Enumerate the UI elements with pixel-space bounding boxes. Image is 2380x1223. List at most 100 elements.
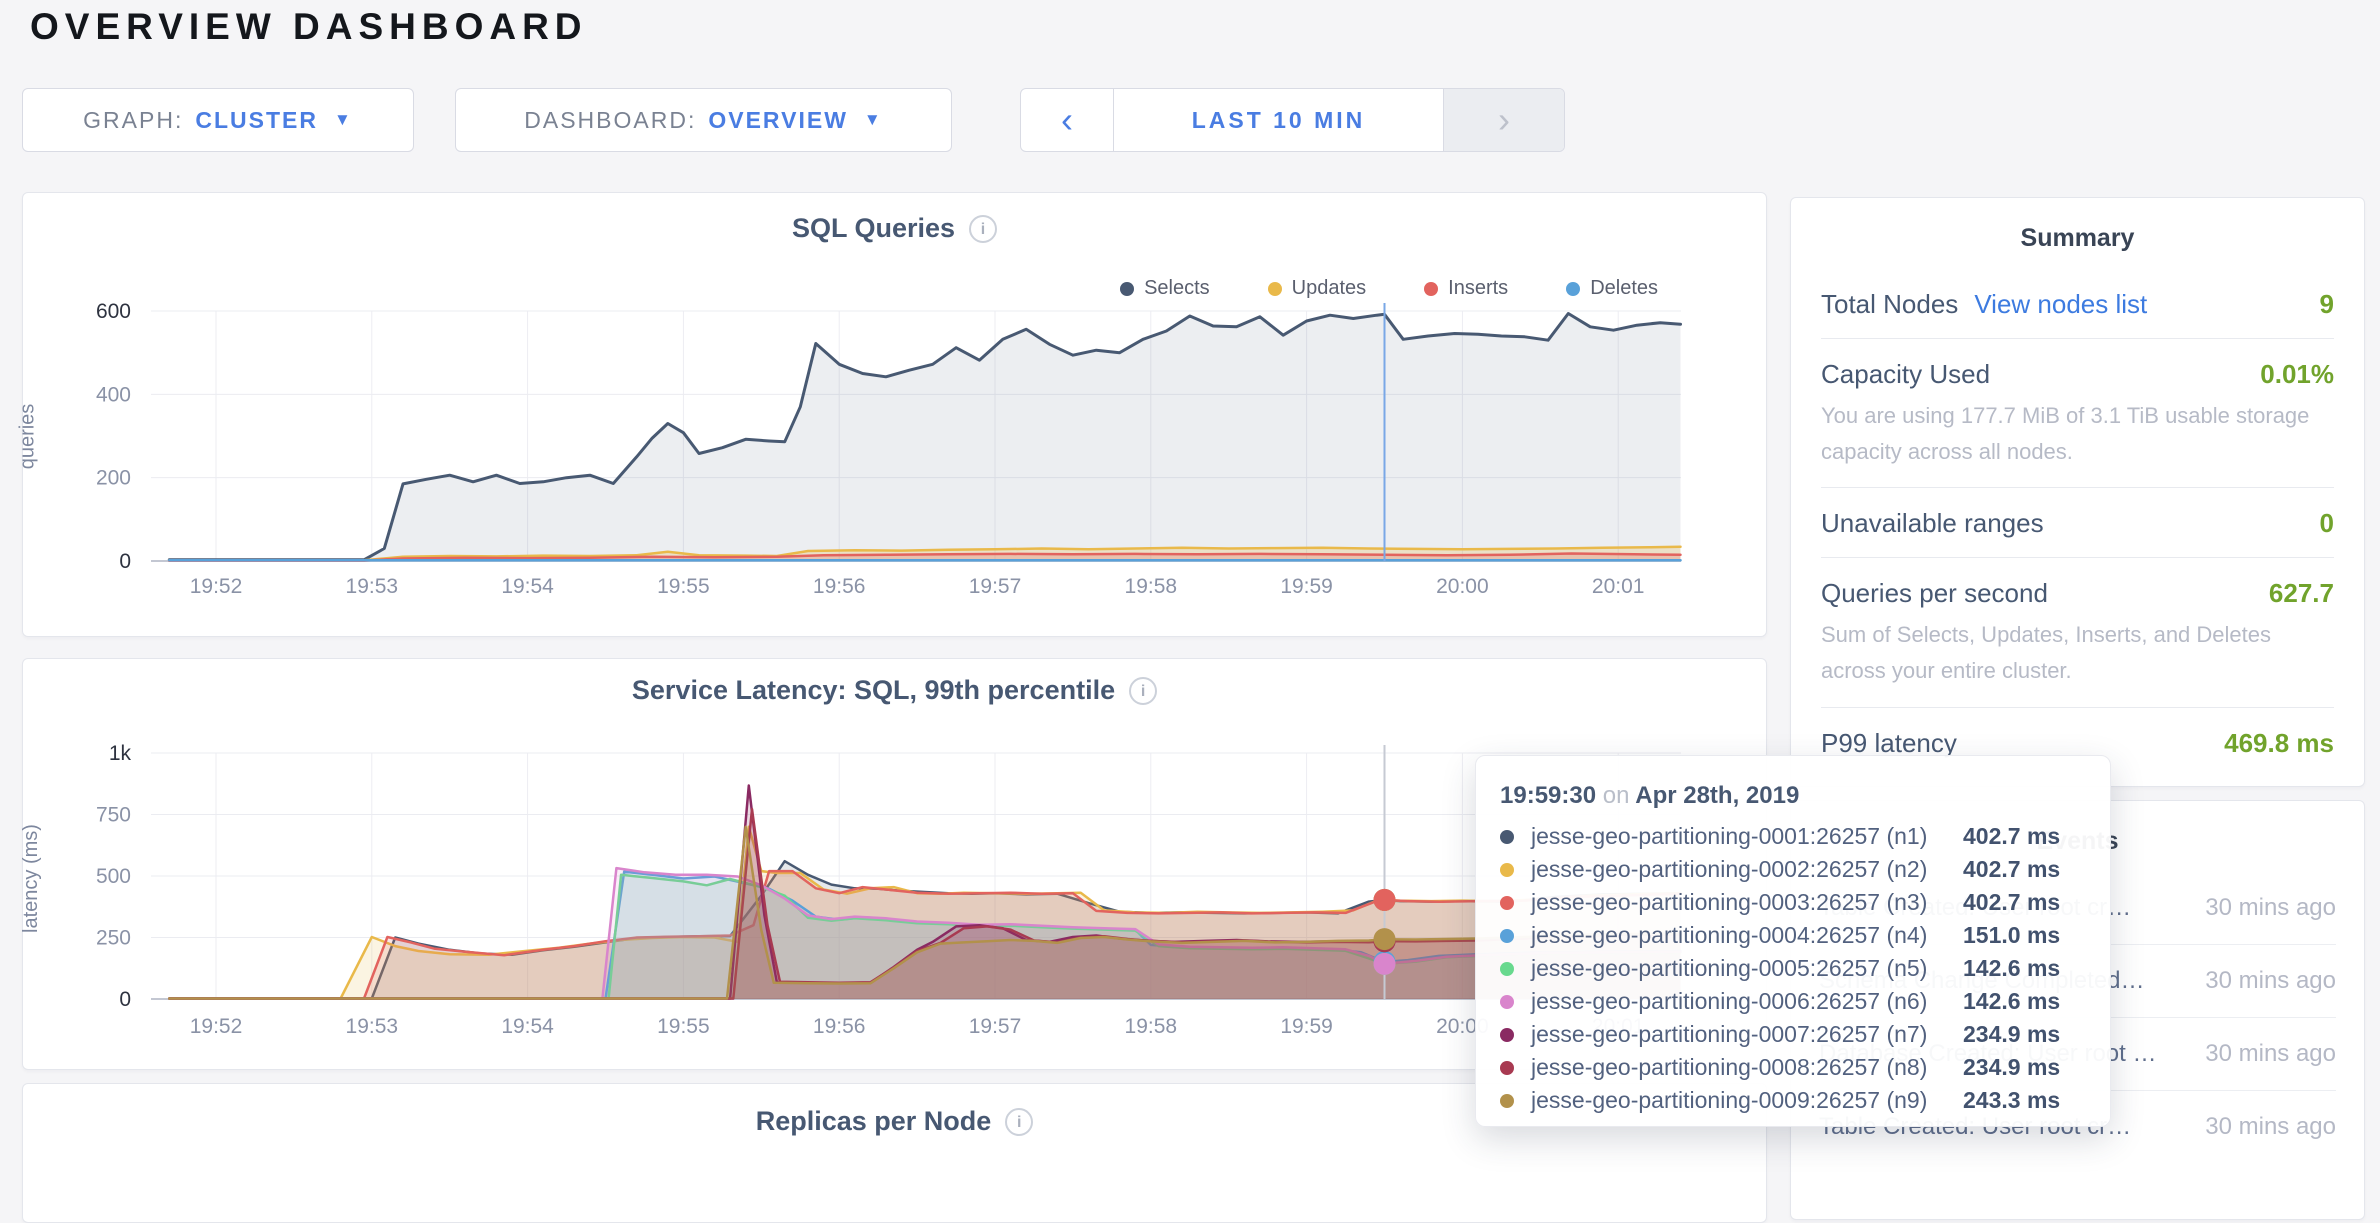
event-timestamp: 30 mins ago (2205, 1112, 2336, 1140)
sql-queries-chart-title: SQL Queries (791, 213, 956, 243)
updates-color-dot (1267, 281, 1282, 296)
svg-text:200: 200 (96, 467, 131, 490)
info-icon[interactable]: i (1129, 676, 1158, 705)
legend-label: Selects (1144, 277, 1210, 299)
node-color-dot (1500, 1027, 1514, 1042)
tooltip-row: jesse-geo-partitioning-0003:26257 (n3) 4… (1500, 886, 2086, 919)
qps-label: Queries per second (1821, 578, 2048, 609)
svg-text:19:57: 19:57 (969, 575, 1022, 598)
summary-header: Summary (2020, 224, 2135, 252)
dashboard-dropdown[interactable]: DASHBOARD: OVERVIEW ▼ (455, 88, 952, 152)
capacity-value: 0.01% (2260, 359, 2334, 389)
total-nodes-value: 9 (2319, 289, 2334, 319)
legend-label: Inserts (1448, 277, 1509, 299)
summary-row-p99: P99 latency 469.8 ms (1821, 706, 2334, 777)
summary-row-total-nodes: Total Nodes View nodes list 9 (1821, 269, 2334, 338)
inserts-color-dot (1424, 281, 1439, 296)
legend-item-inserts: Inserts (1424, 277, 1508, 300)
chart-hover-tooltip: 19:59:30 on Apr 28th, 2019 jesse-geo-par… (1475, 755, 2111, 1127)
deletes-color-dot (1566, 281, 1581, 296)
node-latency-value: 243.3 ms (1963, 1087, 2061, 1113)
svg-text:0: 0 (119, 550, 131, 573)
page-title: OVERVIEW DASHBOARD (30, 6, 588, 47)
svg-text:20:00: 20:00 (1436, 575, 1489, 598)
dashboard-dropdown-value: OVERVIEW (708, 106, 848, 133)
node-latency-value: 402.7 ms (1963, 889, 2061, 915)
latency-plot[interactable]: 19:52 19:53 19:54 19:55 19:56 19:57 19:58 19:59… (23, 659, 1768, 1076)
node-name: jesse-geo-partitioning-0005:26257 (n5) (1531, 955, 1928, 981)
tooltip-row: jesse-geo-partitioning-0007:26257 (n7) 2… (1500, 1018, 2086, 1051)
node-name: jesse-geo-partitioning-0006:26257 (n6) (1531, 988, 1928, 1014)
node-name: jesse-geo-partitioning-0003:26257 (n3) (1531, 889, 1928, 915)
qps-value: 627.7 (2268, 578, 2334, 609)
svg-text:750: 750 (96, 804, 131, 827)
chevron-left-icon: ‹ (1061, 99, 1073, 140)
node-name: jesse-geo-partitioning-0007:26257 (n7) (1531, 1021, 1928, 1047)
legend-label: Deletes (1590, 277, 1658, 299)
graph-dropdown-label: GRAPH: (83, 106, 184, 133)
capacity-subtext: You are using 177.7 MiB of 3.1 TiB usabl… (1821, 403, 2310, 464)
sql-queries-plot[interactable]: 19:52 19:53 19:54 19:55 19:56 19:57 19:58 19:59… (23, 193, 1768, 643)
node-color-dot (1500, 895, 1514, 910)
svg-text:19:59: 19:59 (1280, 1015, 1333, 1038)
svg-text:19:53: 19:53 (346, 575, 399, 598)
node-latency-value: 234.9 ms (1963, 1021, 2061, 1047)
svg-text:19:56: 19:56 (813, 575, 866, 598)
node-color-dot (1500, 961, 1514, 976)
svg-text:19:53: 19:53 (346, 1015, 399, 1038)
tooltip-row: jesse-geo-partitioning-0004:26257 (n4) 1… (1500, 919, 2086, 952)
node-color-dot (1500, 1060, 1514, 1075)
svg-text:19:55: 19:55 (657, 1015, 710, 1038)
sql-queries-legend: Selects Updates Inserts Deletes (1062, 277, 1658, 300)
view-nodes-list-link[interactable]: View nodes list (1974, 289, 2148, 319)
event-timestamp: 30 mins ago (2205, 1039, 2336, 1067)
svg-text:400: 400 (96, 383, 131, 406)
svg-text:600: 600 (96, 300, 131, 323)
svg-text:19:55: 19:55 (657, 575, 710, 598)
info-icon[interactable]: i (969, 214, 998, 243)
tooltip-row: jesse-geo-partitioning-0008:26257 (n8) 2… (1500, 1051, 2086, 1084)
tooltip-row: jesse-geo-partitioning-0005:26257 (n5) 1… (1500, 952, 2086, 985)
tooltip-row: jesse-geo-partitioning-0009:26257 (n9) 2… (1500, 1084, 2086, 1117)
time-range-prev-button[interactable]: ‹ (1021, 89, 1113, 151)
svg-text:19:58: 19:58 (1125, 1015, 1178, 1038)
graph-dropdown-value: CLUSTER (195, 106, 318, 133)
svg-text:250: 250 (96, 927, 131, 950)
legend-label: Updates (1291, 277, 1367, 299)
chevron-down-icon: ▼ (863, 110, 883, 129)
info-icon[interactable]: i (1005, 1107, 1034, 1136)
svg-text:0: 0 (119, 988, 131, 1011)
p99-latency-label: P99 latency (1821, 727, 1957, 758)
sql-queries-chart-card: SQL Queries i Selects Updates Inserts De… (16, 192, 1767, 637)
tooltip-row: jesse-geo-partitioning-0001:26257 (n1) 4… (1500, 820, 2086, 853)
latency-chart-title: Service Latency: SQL, 99th percentile (631, 675, 1116, 705)
tooltip-on: on (1602, 782, 1630, 809)
svg-text:19:52: 19:52 (190, 575, 243, 598)
p99-latency-value: 469.8 ms (2224, 727, 2334, 758)
legend-item-updates: Updates (1267, 277, 1367, 300)
time-range-value[interactable]: LAST 10 MIN (1113, 89, 1444, 151)
node-latency-value: 142.6 ms (1963, 955, 2061, 981)
summary-row-unavailable: Unavailable ranges 0 (1821, 487, 2334, 557)
node-latency-value: 142.6 ms (1963, 988, 2061, 1014)
qps-subtext: Sum of Selects, Updates, Inserts, and De… (1821, 622, 2272, 683)
svg-text:19:54: 19:54 (501, 575, 554, 598)
node-latency-value: 151.0 ms (1963, 922, 2061, 948)
node-color-dot (1500, 829, 1514, 844)
chevron-down-icon: ▼ (333, 110, 353, 129)
graph-dropdown[interactable]: GRAPH: CLUSTER ▼ (22, 88, 414, 152)
node-latency-value: 234.9 ms (1963, 1054, 2061, 1080)
time-range-next-button[interactable]: › (1444, 89, 1564, 151)
node-latency-value: 402.7 ms (1963, 856, 2061, 882)
svg-text:19:59: 19:59 (1280, 575, 1333, 598)
node-name: jesse-geo-partitioning-0009:26257 (n9) (1531, 1087, 1928, 1113)
svg-text:1k: 1k (109, 742, 132, 765)
legend-item-selects: Selects (1120, 277, 1210, 300)
node-latency-value: 402.7 ms (1963, 823, 2061, 849)
legend-item-deletes: Deletes (1566, 277, 1658, 300)
event-timestamp: 30 mins ago (2205, 966, 2336, 994)
event-timestamp: 30 mins ago (2205, 893, 2336, 921)
summary-row-capacity: Capacity Used 0.01% You are using 177.7 … (1821, 338, 2334, 487)
svg-text:19:52: 19:52 (190, 1015, 243, 1038)
node-name: jesse-geo-partitioning-0008:26257 (n8) (1531, 1054, 1928, 1080)
